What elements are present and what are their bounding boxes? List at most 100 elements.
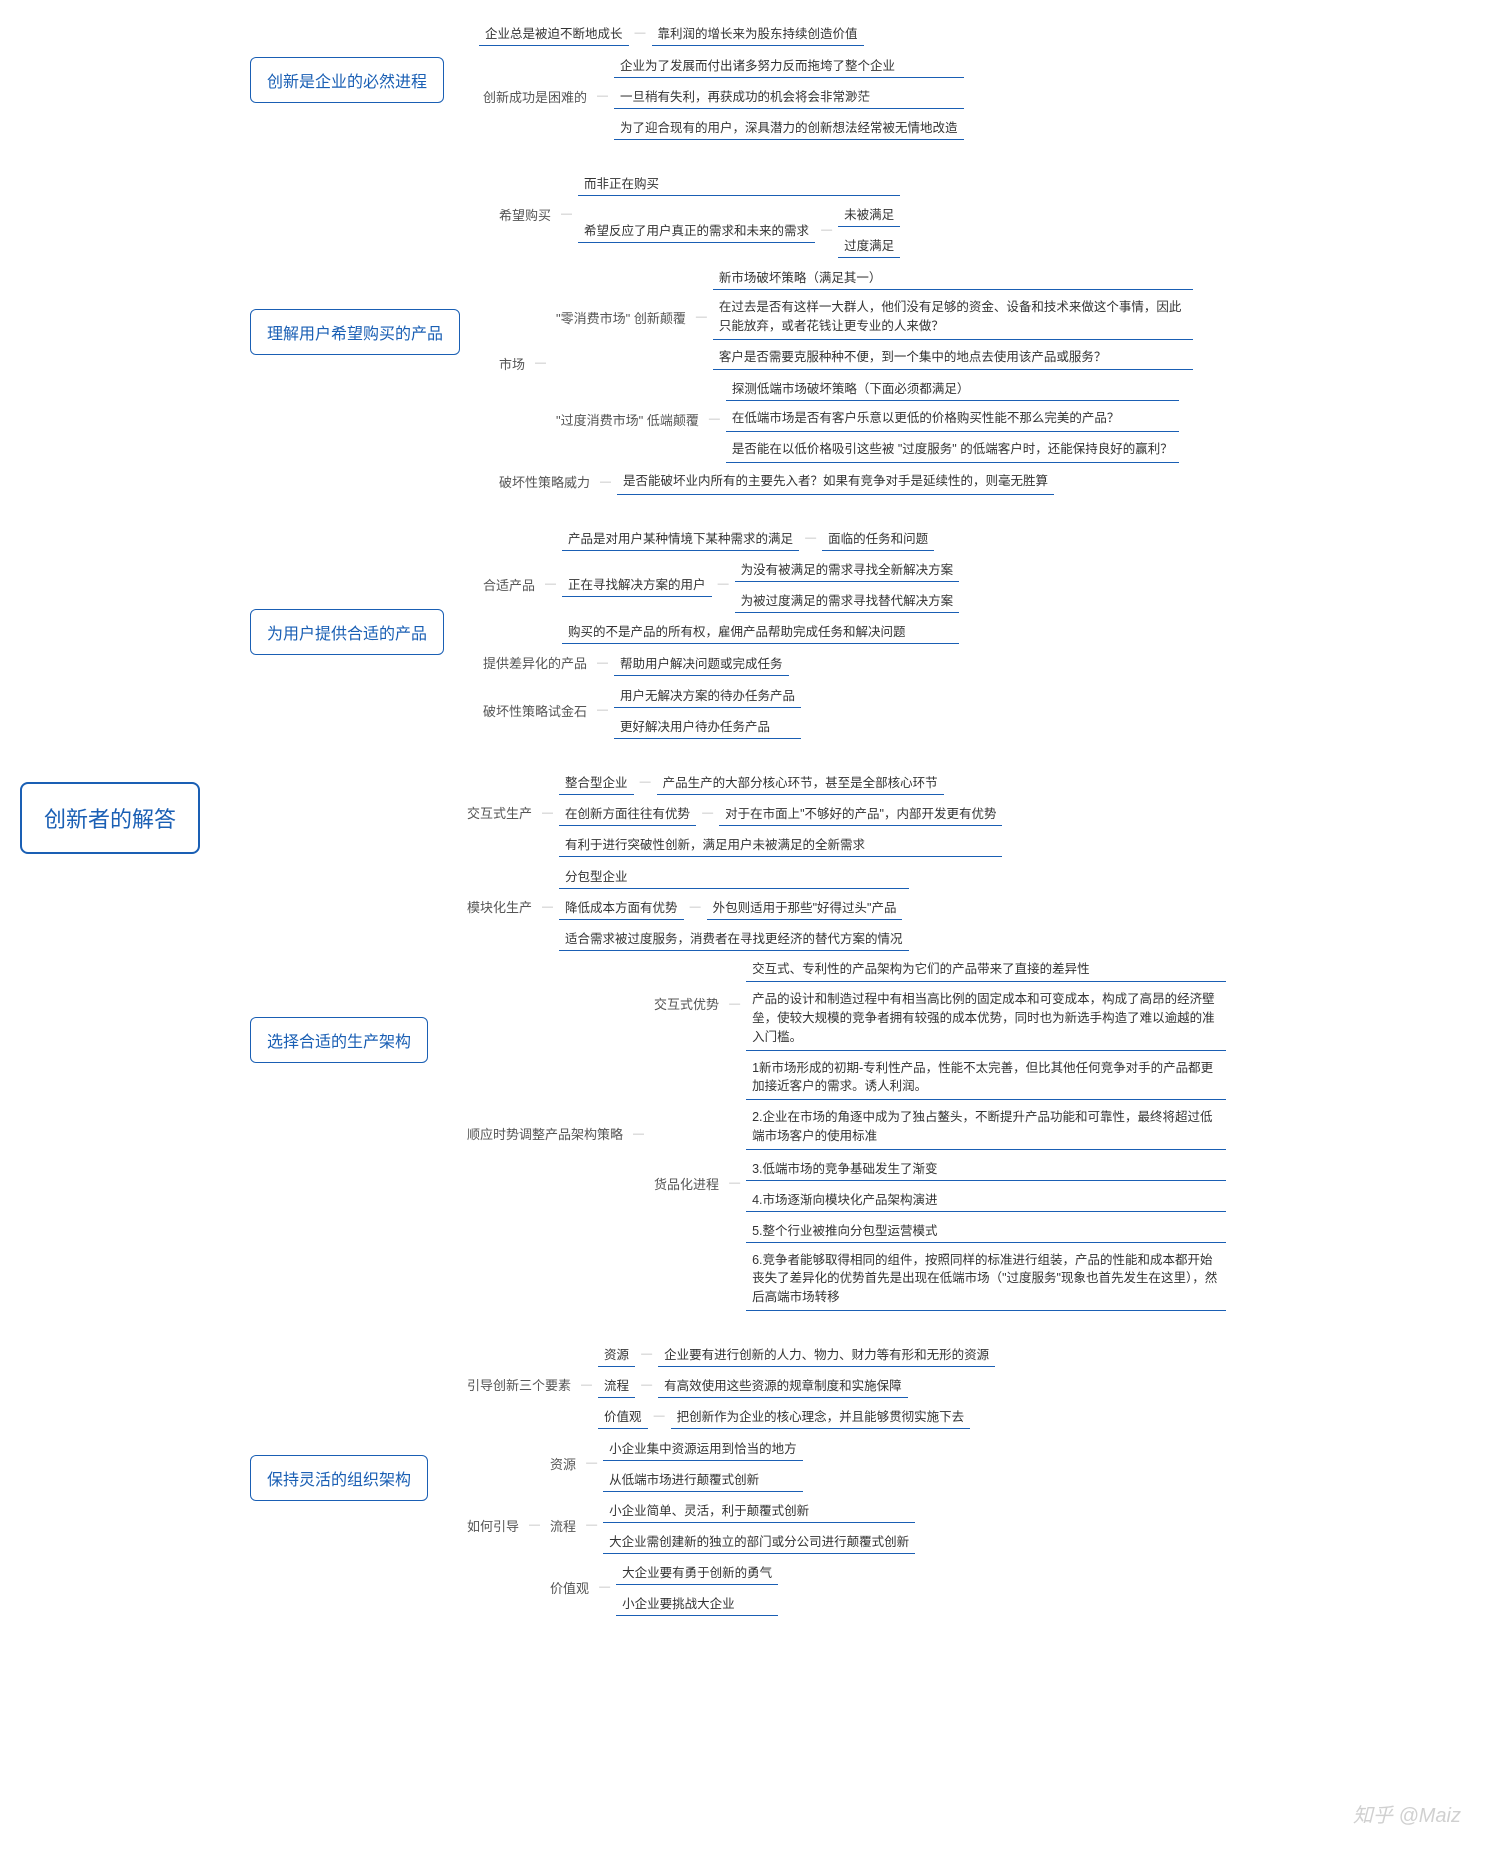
watermark: 知乎 @Maiz	[1353, 1799, 1461, 1828]
leaf[interactable]: 价值观	[598, 1403, 648, 1429]
leaf[interactable]: 小企业要挑战大企业	[616, 1590, 778, 1616]
connector-icon: —	[597, 657, 608, 669]
sub-label[interactable]: 如何引导	[463, 1514, 523, 1537]
sub-label[interactable]: 交互式优势	[650, 992, 723, 1015]
leaf[interactable]: 产品的设计和制造过程中有相当高比例的固定成本和可变成本，构成了高昂的经济壁垒，使…	[746, 987, 1226, 1050]
connector-icon: —	[633, 1128, 644, 1140]
leaf[interactable]: 交互式、专利性的产品架构为它们的产品带来了直接的差异性	[746, 957, 1226, 983]
sub-label[interactable]: 希望购买	[495, 203, 555, 226]
branch-right-product: 为用户提供合适的产品 合适产品 — 产品是对用户某种情境下某种需求的满足 — 面…	[250, 525, 1226, 739]
leaf[interactable]: 新市场破坏策略（满足其一）	[713, 264, 1193, 290]
leaf[interactable]: 把创新作为企业的核心理念，并且能够贯彻实施下去	[671, 1403, 971, 1429]
leaf[interactable]: 小企业简单、灵活，利于颠覆式创新	[603, 1497, 915, 1523]
sub-label[interactable]: 破坏性策略威力	[495, 470, 594, 493]
sub-label[interactable]: "过度消费市场" 低端颠覆	[552, 408, 703, 431]
leaf[interactable]: 6.竞争者能够取得相同的组件，按照同样的标准进行组装，产品的性能和成本都开始丧失…	[746, 1248, 1226, 1311]
leaf[interactable]: 小企业集中资源运用到恰当的地方	[603, 1435, 803, 1461]
leaf[interactable]: 面临的任务和问题	[822, 525, 934, 551]
leaf[interactable]: 购买的不是产品的所有权，雇佣产品帮助完成任务和解决问题	[562, 618, 959, 644]
leaf[interactable]: 靠利润的增长来为股东持续创造价值	[652, 20, 864, 46]
leaf[interactable]: 1新市场形成的初期-专利性产品，性能不太完善，但比其他任何竞争对手的产品都更加接…	[746, 1056, 1226, 1101]
leaf[interactable]: 希望反应了用户真正的需求和未来的需求	[578, 217, 815, 243]
leaf[interactable]: 5.整个行业被推向分包型运营模式	[746, 1217, 1226, 1243]
leaf[interactable]: 用户无解决方案的待办任务产品	[614, 682, 801, 708]
leaf[interactable]: 有高效使用这些资源的规章制度和实施保障	[658, 1372, 908, 1398]
leaf[interactable]: 资源	[598, 1341, 635, 1367]
leaf[interactable]: 探测低端市场破坏策略（下面必须都满足）	[726, 375, 1179, 401]
leaf[interactable]: 产品生产的大部分核心环节，甚至是全部核心环节	[657, 769, 944, 795]
connector-icon: —	[641, 1348, 652, 1360]
sub-label[interactable]: "零消费市场" 创新颠覆	[552, 306, 690, 329]
leaf[interactable]: 流程	[598, 1372, 635, 1398]
connector-icon: —	[542, 807, 553, 819]
leaf[interactable]: 对于在市面上"不够好的产品"，内部开发更有优势	[719, 800, 1002, 826]
node-b1[interactable]: 创新是企业的必然进程	[250, 57, 444, 103]
connector-icon: —	[545, 578, 556, 590]
sub-label[interactable]: 交互式生产	[463, 801, 536, 824]
leaf[interactable]: 客户是否需要克服种种不便，到一个集中的地点去使用该产品或服务？	[713, 345, 1193, 371]
main-branches: 创新是企业的必然进程 企业总是被迫不断地成长 — 靠利润的增长来为股东持续创造价…	[250, 20, 1226, 1616]
node-b3[interactable]: 为用户提供合适的产品	[250, 609, 444, 655]
connector-icon: —	[597, 90, 608, 102]
node-b5[interactable]: 保持灵活的组织架构	[250, 1455, 428, 1501]
leaf[interactable]: 为没有被满足的需求寻找全新解决方案	[735, 556, 960, 582]
leaf[interactable]: 为了迎合现有的用户，深具潜力的创新想法经常被无情地改造	[614, 114, 964, 140]
leaf[interactable]: 一旦稍有失利，再获成功的机会将会非常渺茫	[614, 83, 964, 109]
leaf[interactable]: 是否能破坏业内所有的主要先入者？如果有竞争对手是延续性的，则毫无胜算	[617, 469, 1054, 495]
sub-label[interactable]: 破坏性策略试金石	[479, 699, 591, 722]
leaf[interactable]: 有利于进行突破性创新，满足用户未被满足的全新需求	[559, 831, 1002, 857]
leaf[interactable]: 为被过度满足的需求寻找替代解决方案	[735, 587, 960, 613]
leaf[interactable]: 降低成本方面有优势	[559, 894, 684, 920]
leaf[interactable]: 更好解决用户待办任务产品	[614, 713, 801, 739]
leaf[interactable]: 整合型企业	[559, 769, 634, 795]
sub-label[interactable]: 价值观	[546, 1576, 593, 1599]
sub-label[interactable]: 模块化生产	[463, 895, 536, 918]
leaf[interactable]: 从低端市场进行颠覆式创新	[603, 1466, 803, 1492]
branch-understand-users: 理解用户希望购买的产品 希望购买 — 而非正在购买 希望反应了用户真正的需求和未…	[250, 170, 1226, 495]
leaf[interactable]: 未被满足	[838, 201, 900, 227]
sub-label[interactable]: 资源	[546, 1452, 580, 1475]
leaf[interactable]: 帮助用户解决问题或完成任务	[614, 650, 789, 676]
leaf[interactable]: 适合需求被过度服务，消费者在寻找更经济的替代方案的情况	[559, 925, 909, 951]
connector-icon: —	[641, 1379, 652, 1391]
connector-icon: —	[729, 998, 740, 1010]
connector-icon: —	[586, 1457, 597, 1469]
leaf[interactable]: 正在寻找解决方案的用户	[562, 571, 712, 597]
sub-label[interactable]: 创新成功是困难的	[479, 85, 591, 108]
connector-icon: —	[635, 27, 646, 39]
leaf[interactable]: 大企业要有勇于创新的勇气	[616, 1559, 778, 1585]
leaf[interactable]: 在低端市场是否有客户乐意以更低的价格购买性能不那么完美的产品？	[726, 406, 1179, 432]
sub-label[interactable]: 市场	[495, 352, 529, 375]
leaf[interactable]: 企业要有进行创新的人力、物力、财力等有形和无形的资源	[658, 1341, 995, 1367]
leaf[interactable]: 3.低端市场的竞争基础发生了渐变	[746, 1155, 1226, 1181]
leaf[interactable]: 4.市场逐渐向模块化产品架构演进	[746, 1186, 1226, 1212]
leaf[interactable]: 产品是对用户某种情境下某种需求的满足	[562, 525, 799, 551]
connector-icon: —	[805, 532, 816, 544]
sub-label[interactable]: 货品化进程	[650, 1172, 723, 1195]
leaf[interactable]: 企业总是被迫不断地成长	[479, 20, 629, 46]
sub-label[interactable]: 流程	[546, 1514, 580, 1537]
leaf[interactable]: 企业为了发展而付出诸多努力反而拖垮了整个企业	[614, 52, 964, 78]
connector-icon: —	[599, 1581, 610, 1593]
leaf[interactable]: 大企业需创建新的独立的部门或分公司进行颠覆式创新	[603, 1528, 915, 1554]
connector-icon: —	[640, 776, 651, 788]
node-b4[interactable]: 选择合适的生产架构	[250, 1017, 428, 1063]
leaf[interactable]: 而非正在购买	[578, 170, 900, 196]
sub-label[interactable]: 合适产品	[479, 573, 539, 596]
connector-icon: —	[718, 578, 729, 590]
connector-icon: —	[581, 1379, 592, 1391]
connector-icon: —	[542, 901, 553, 913]
connector-icon: —	[821, 224, 832, 236]
leaf[interactable]: 分包型企业	[559, 863, 909, 889]
sub-label[interactable]: 提供差异化的产品	[479, 651, 591, 674]
leaf[interactable]: 在创新方面往往有优势	[559, 800, 696, 826]
leaf[interactable]: 是否能在以低价格吸引这些被 "过度服务" 的低端客户时，还能保持良好的赢利？	[726, 437, 1179, 463]
leaf[interactable]: 过度满足	[838, 232, 900, 258]
leaf[interactable]: 外包则适用于那些"好得过头"产品	[707, 894, 903, 920]
node-b2[interactable]: 理解用户希望购买的产品	[250, 309, 460, 355]
sub-label[interactable]: 引导创新三个要素	[463, 1373, 575, 1396]
sub-label[interactable]: 顺应时势调整产品架构策略	[463, 1122, 627, 1145]
leaf[interactable]: 在过去是否有这样一大群人，他们没有足够的资金、设备和技术来做这个事情，因此只能放…	[713, 295, 1193, 340]
leaf[interactable]: 2.企业在市场的角逐中成为了独占鳌头，不断提升产品功能和可靠性，最终将超过低端市…	[746, 1105, 1226, 1150]
root-node[interactable]: 创新者的解答	[20, 782, 200, 854]
